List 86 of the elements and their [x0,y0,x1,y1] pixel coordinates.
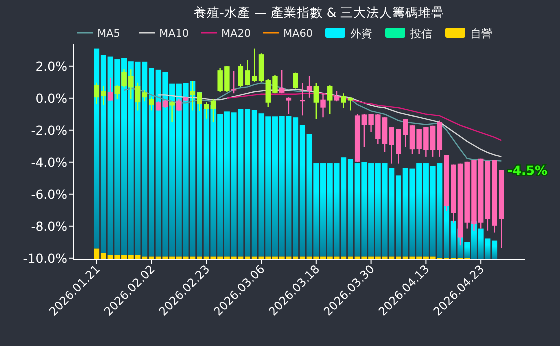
bar [224,112,230,257]
legend-label: MA20 [222,28,252,40]
candlestick [108,77,114,102]
y-tick-label: -10.0% [23,250,68,266]
bar [252,110,258,257]
bar [362,162,368,257]
candlestick [204,102,210,120]
bar [423,164,429,257]
bar [368,164,374,257]
bar [396,176,402,257]
bar [190,81,196,257]
y-tick-label: -6.0% [31,186,68,202]
bar [142,62,148,257]
bar [286,116,292,257]
bar [266,116,272,257]
bar [245,109,251,257]
candlestick [279,69,285,94]
candlestick [300,82,306,116]
bar [170,84,176,257]
bar [279,116,285,257]
bar [218,114,224,257]
y-tick-label: -2.0% [31,122,68,138]
bar [402,168,408,257]
chart-title: 養殖-水產 — 產業指數 & 三大法人籌碼堆疊 [194,5,445,20]
y-tick-label: 2.0% [36,58,68,74]
candlestick [293,72,298,90]
candlestick [286,97,292,115]
bar [272,116,278,257]
text: -4.5% [508,162,548,178]
legend-label: MA60 [284,28,314,40]
bar [114,60,120,256]
bar [238,109,244,257]
bar [314,164,320,257]
candlestick [334,90,340,102]
bar [464,242,470,258]
legend-label: 自營 [470,28,492,40]
bar [375,164,381,257]
bar [258,114,264,257]
candlestick [306,76,312,99]
bar [492,240,498,260]
candlestick [170,101,175,123]
bar [300,125,306,257]
candlestick [135,82,141,112]
bar [94,48,100,249]
bar [100,55,106,254]
legend-label: MA10 [160,28,190,40]
candlestick [210,98,216,123]
bar [306,134,312,257]
bar [183,83,189,257]
bar [327,164,333,257]
candlestick [328,85,333,115]
bar [156,70,162,257]
y-tick-label: 0.0% [36,90,68,106]
bar [389,168,395,257]
bar [176,84,182,257]
bar [334,164,340,257]
bar [148,68,154,257]
bar [128,62,134,256]
legend-label: 外資 [350,28,372,40]
bar [437,164,443,258]
bar [354,164,360,257]
y-tick-label: -4.0% [31,154,68,170]
bar [430,166,436,257]
bar [122,58,128,256]
bar [382,164,388,257]
candlestick [320,92,326,118]
candlestick [114,85,120,100]
candlestick [149,97,154,112]
bar [341,158,347,257]
y-tick-label: -8.0% [31,218,68,234]
bar [320,164,326,257]
bar [293,118,299,257]
bar [162,72,168,257]
bar [450,220,456,258]
bar [416,164,422,257]
candlestick [142,90,148,102]
candlestick [176,98,182,112]
legend-label: 投信 [410,28,432,40]
legend-label: MA5 [98,28,120,40]
bar [478,228,484,260]
bar [485,238,491,260]
bar [231,112,237,257]
candlestick [314,82,320,120]
bar [108,56,114,256]
bar [348,159,354,257]
bar [410,168,416,257]
